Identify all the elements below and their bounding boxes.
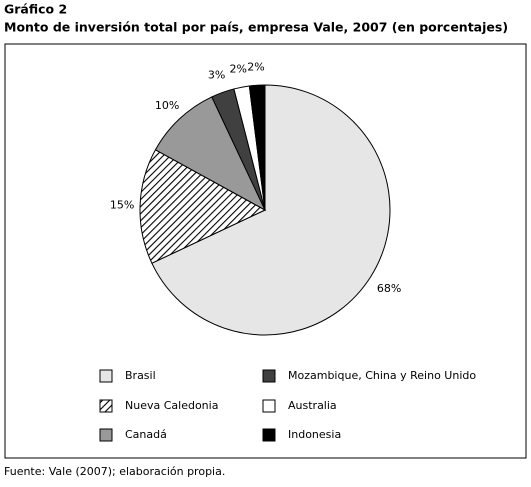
- legend-swatch: [99, 399, 113, 413]
- pie-slice: [139, 149, 267, 264]
- legend-swatch: [99, 428, 113, 442]
- legend-swatch: [99, 369, 113, 383]
- source: Fuente: Vale (2007); elaboración propia.: [4, 465, 225, 478]
- slice-label: 68%: [377, 282, 401, 295]
- legend-label: Canadá: [125, 428, 167, 441]
- legend-label: Nueva Caledonia: [125, 399, 218, 412]
- legend-label: Brasil: [125, 369, 156, 382]
- chart-subtitle: Monto de inversión total por país, empre…: [4, 20, 508, 35]
- chart-title: Gráfico 2: [4, 2, 67, 17]
- pie-slice: [248, 84, 266, 211]
- pie-slice: [151, 84, 391, 336]
- slice-label: 2%: [229, 63, 246, 76]
- pie-slice: [154, 96, 267, 212]
- legend-swatch: [262, 369, 276, 383]
- legend-swatch: [262, 428, 276, 442]
- slice-label: 10%: [155, 99, 179, 112]
- legend-label: Mozambique, China y Reino Unido: [288, 369, 476, 382]
- legend-swatch: [262, 399, 276, 413]
- slice-label: 15%: [110, 199, 134, 212]
- slice-label: 2%: [247, 60, 264, 73]
- legend-label: Indonesia: [288, 428, 341, 441]
- slice-label: 3%: [208, 68, 225, 81]
- legend-label: Australia: [288, 399, 337, 412]
- chart-frame: [4, 43, 527, 459]
